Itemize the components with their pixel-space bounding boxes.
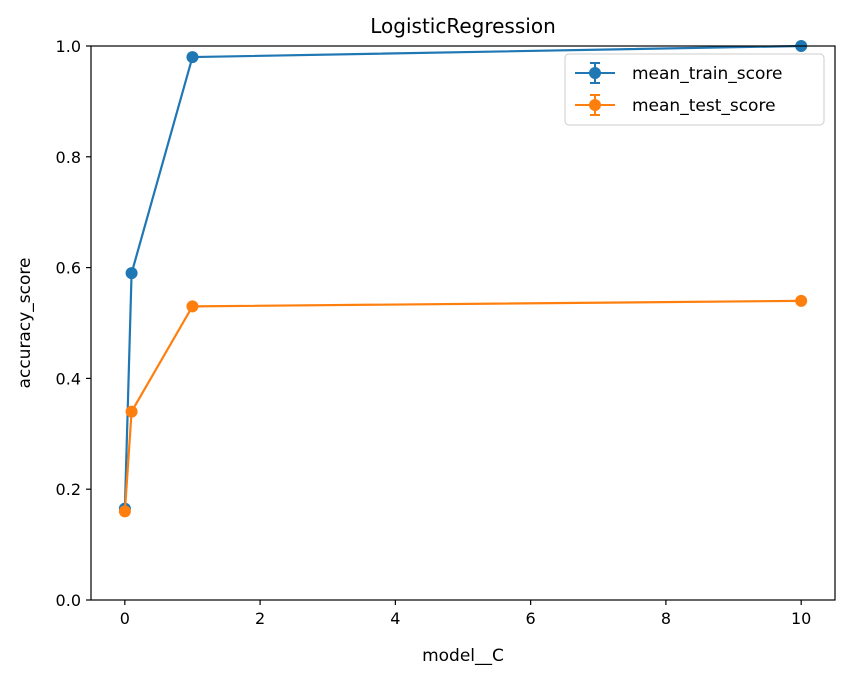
data-point-mean_test_score: [125, 405, 138, 418]
y-tick-label: 0.8: [56, 148, 81, 167]
x-tick-label: 0: [120, 609, 130, 628]
series-layer: [118, 40, 808, 518]
legend-entry-test: mean_test_score: [575, 94, 776, 116]
legend-entry-train: mean_train_score: [575, 62, 782, 84]
y-tick-label: 0.2: [56, 480, 81, 499]
legend: mean_train_score mean_test_score: [564, 53, 825, 126]
x-tick-label: 4: [390, 609, 400, 628]
y-tick-label: 0.4: [56, 369, 81, 388]
legend-marker-train: [589, 67, 601, 79]
y-tick-label: 0.0: [56, 591, 81, 610]
plot-frame: [90, 45, 836, 601]
chart-title: LogisticRegression: [370, 14, 556, 38]
data-point-mean_train_score: [186, 51, 199, 64]
legend-marker-test: [589, 99, 601, 111]
x-axis-label: model__C: [422, 646, 504, 666]
legend-box: [564, 53, 825, 126]
x-tick-label: 6: [526, 609, 536, 628]
series-line-mean_train_score: [123, 44, 802, 509]
y-tick-label: 1.0: [56, 37, 81, 56]
y-tick-label: 0.6: [56, 259, 81, 278]
x-tick-label: 8: [661, 609, 671, 628]
legend-label-train: mean_train_score: [632, 64, 782, 84]
legend-label-test: mean_test_score: [632, 96, 776, 116]
y-axis-label: accuracy_score: [15, 258, 35, 389]
axis-ticks: 0 2 4 6 8 10 0.0 0.2 0.4 0.6 0.8 1.0: [56, 37, 812, 628]
data-point-mean_train_score: [125, 267, 138, 280]
series-mean_test_score: [118, 294, 808, 518]
data-point-mean_test_score: [118, 505, 131, 518]
series-line-mean_test_score: [123, 299, 802, 512]
data-point-mean_test_score: [795, 294, 808, 307]
x-tick-label: 2: [255, 609, 265, 628]
x-tick-label: 10: [791, 609, 811, 628]
data-point-mean_test_score: [186, 300, 199, 313]
